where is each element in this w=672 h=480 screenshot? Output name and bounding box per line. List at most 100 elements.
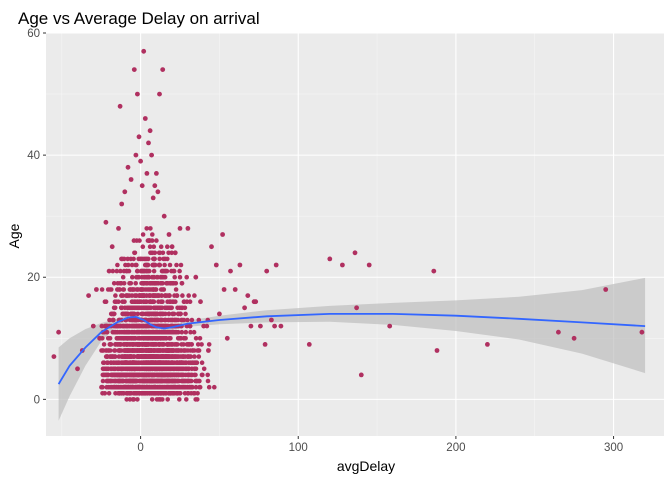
data-point [158,244,164,249]
data-point [111,360,117,366]
data-point [178,311,183,317]
data-point [136,360,141,366]
data-point [173,372,179,378]
data-point [104,329,110,335]
data-point [134,329,139,335]
data-point [172,274,177,280]
data-point [169,244,175,250]
data-point [354,305,359,311]
data-point [133,281,138,286]
data-point [154,336,159,341]
data-point [193,384,199,390]
data-point [185,378,191,384]
data-point [86,293,91,298]
data-point [118,305,124,311]
data-point [119,366,124,372]
data-point [169,305,174,311]
data-point [306,342,312,347]
data-point [140,372,145,378]
data-point [140,281,146,286]
data-point [139,348,144,353]
data-point [151,268,157,274]
data-point [116,360,121,366]
y-axis-title: Age [6,223,22,248]
data-point [170,311,176,317]
data-point [179,342,184,347]
data-point [135,274,140,280]
data-point [145,354,151,359]
data-point [173,281,179,286]
data-point [169,281,175,286]
data-point [118,281,124,286]
y-tick-label: 60 [27,28,40,40]
data-point [137,323,143,329]
data-point [151,274,156,280]
data-point [153,354,159,359]
data-point [144,336,149,341]
data-point [94,287,99,292]
data-point [104,354,110,359]
data-point [169,360,175,366]
data-point [110,268,116,274]
data-point [232,287,238,292]
data-point [188,360,193,366]
data-point [228,268,233,274]
data-point [179,281,185,286]
data-point [126,268,132,274]
x-tick-label: 300 [604,442,623,454]
data-point [199,342,204,347]
data-point [153,287,159,292]
data-point [193,274,199,280]
data-point [387,323,393,329]
data-point [178,336,184,341]
y-tick-label: 0 [34,394,40,406]
data-point [180,293,185,298]
data-point [114,378,120,384]
data-point [128,384,134,390]
data-point [140,311,146,317]
data-point [108,342,113,347]
data-point [358,372,364,378]
data-point [195,342,201,347]
confidence-band-layer [58,277,646,421]
data-point [130,299,135,305]
data-point [159,348,165,353]
data-point [120,311,125,317]
data-point [148,299,153,305]
data-point [174,348,180,353]
data-point [152,366,158,372]
data-point [161,213,167,219]
data-point [148,281,153,286]
data-point [112,348,118,353]
data-point [196,354,202,359]
data-point [156,299,161,305]
data-point [116,226,121,231]
data-point [122,360,127,366]
x-tick-label: 100 [289,442,308,454]
data-point [141,48,147,54]
data-point [144,256,150,262]
data-point [193,336,199,341]
data-point [248,323,254,329]
data-point [130,274,135,280]
data-point [212,384,217,390]
data-point [158,317,164,323]
data-point [152,348,157,353]
data-point [147,348,152,353]
data-point [352,250,358,256]
data-point [51,354,57,359]
data-point [125,311,131,317]
data-point [111,281,117,286]
data-point [130,311,136,317]
data-point [138,158,144,164]
data-point [168,372,174,378]
data-point [187,323,193,329]
data-point [135,384,141,390]
data-point [193,366,199,372]
data-point [125,354,130,359]
data-point [161,287,166,292]
data-point [174,293,180,298]
data-point [172,354,178,359]
data-point [166,232,172,237]
data-point [101,342,107,347]
